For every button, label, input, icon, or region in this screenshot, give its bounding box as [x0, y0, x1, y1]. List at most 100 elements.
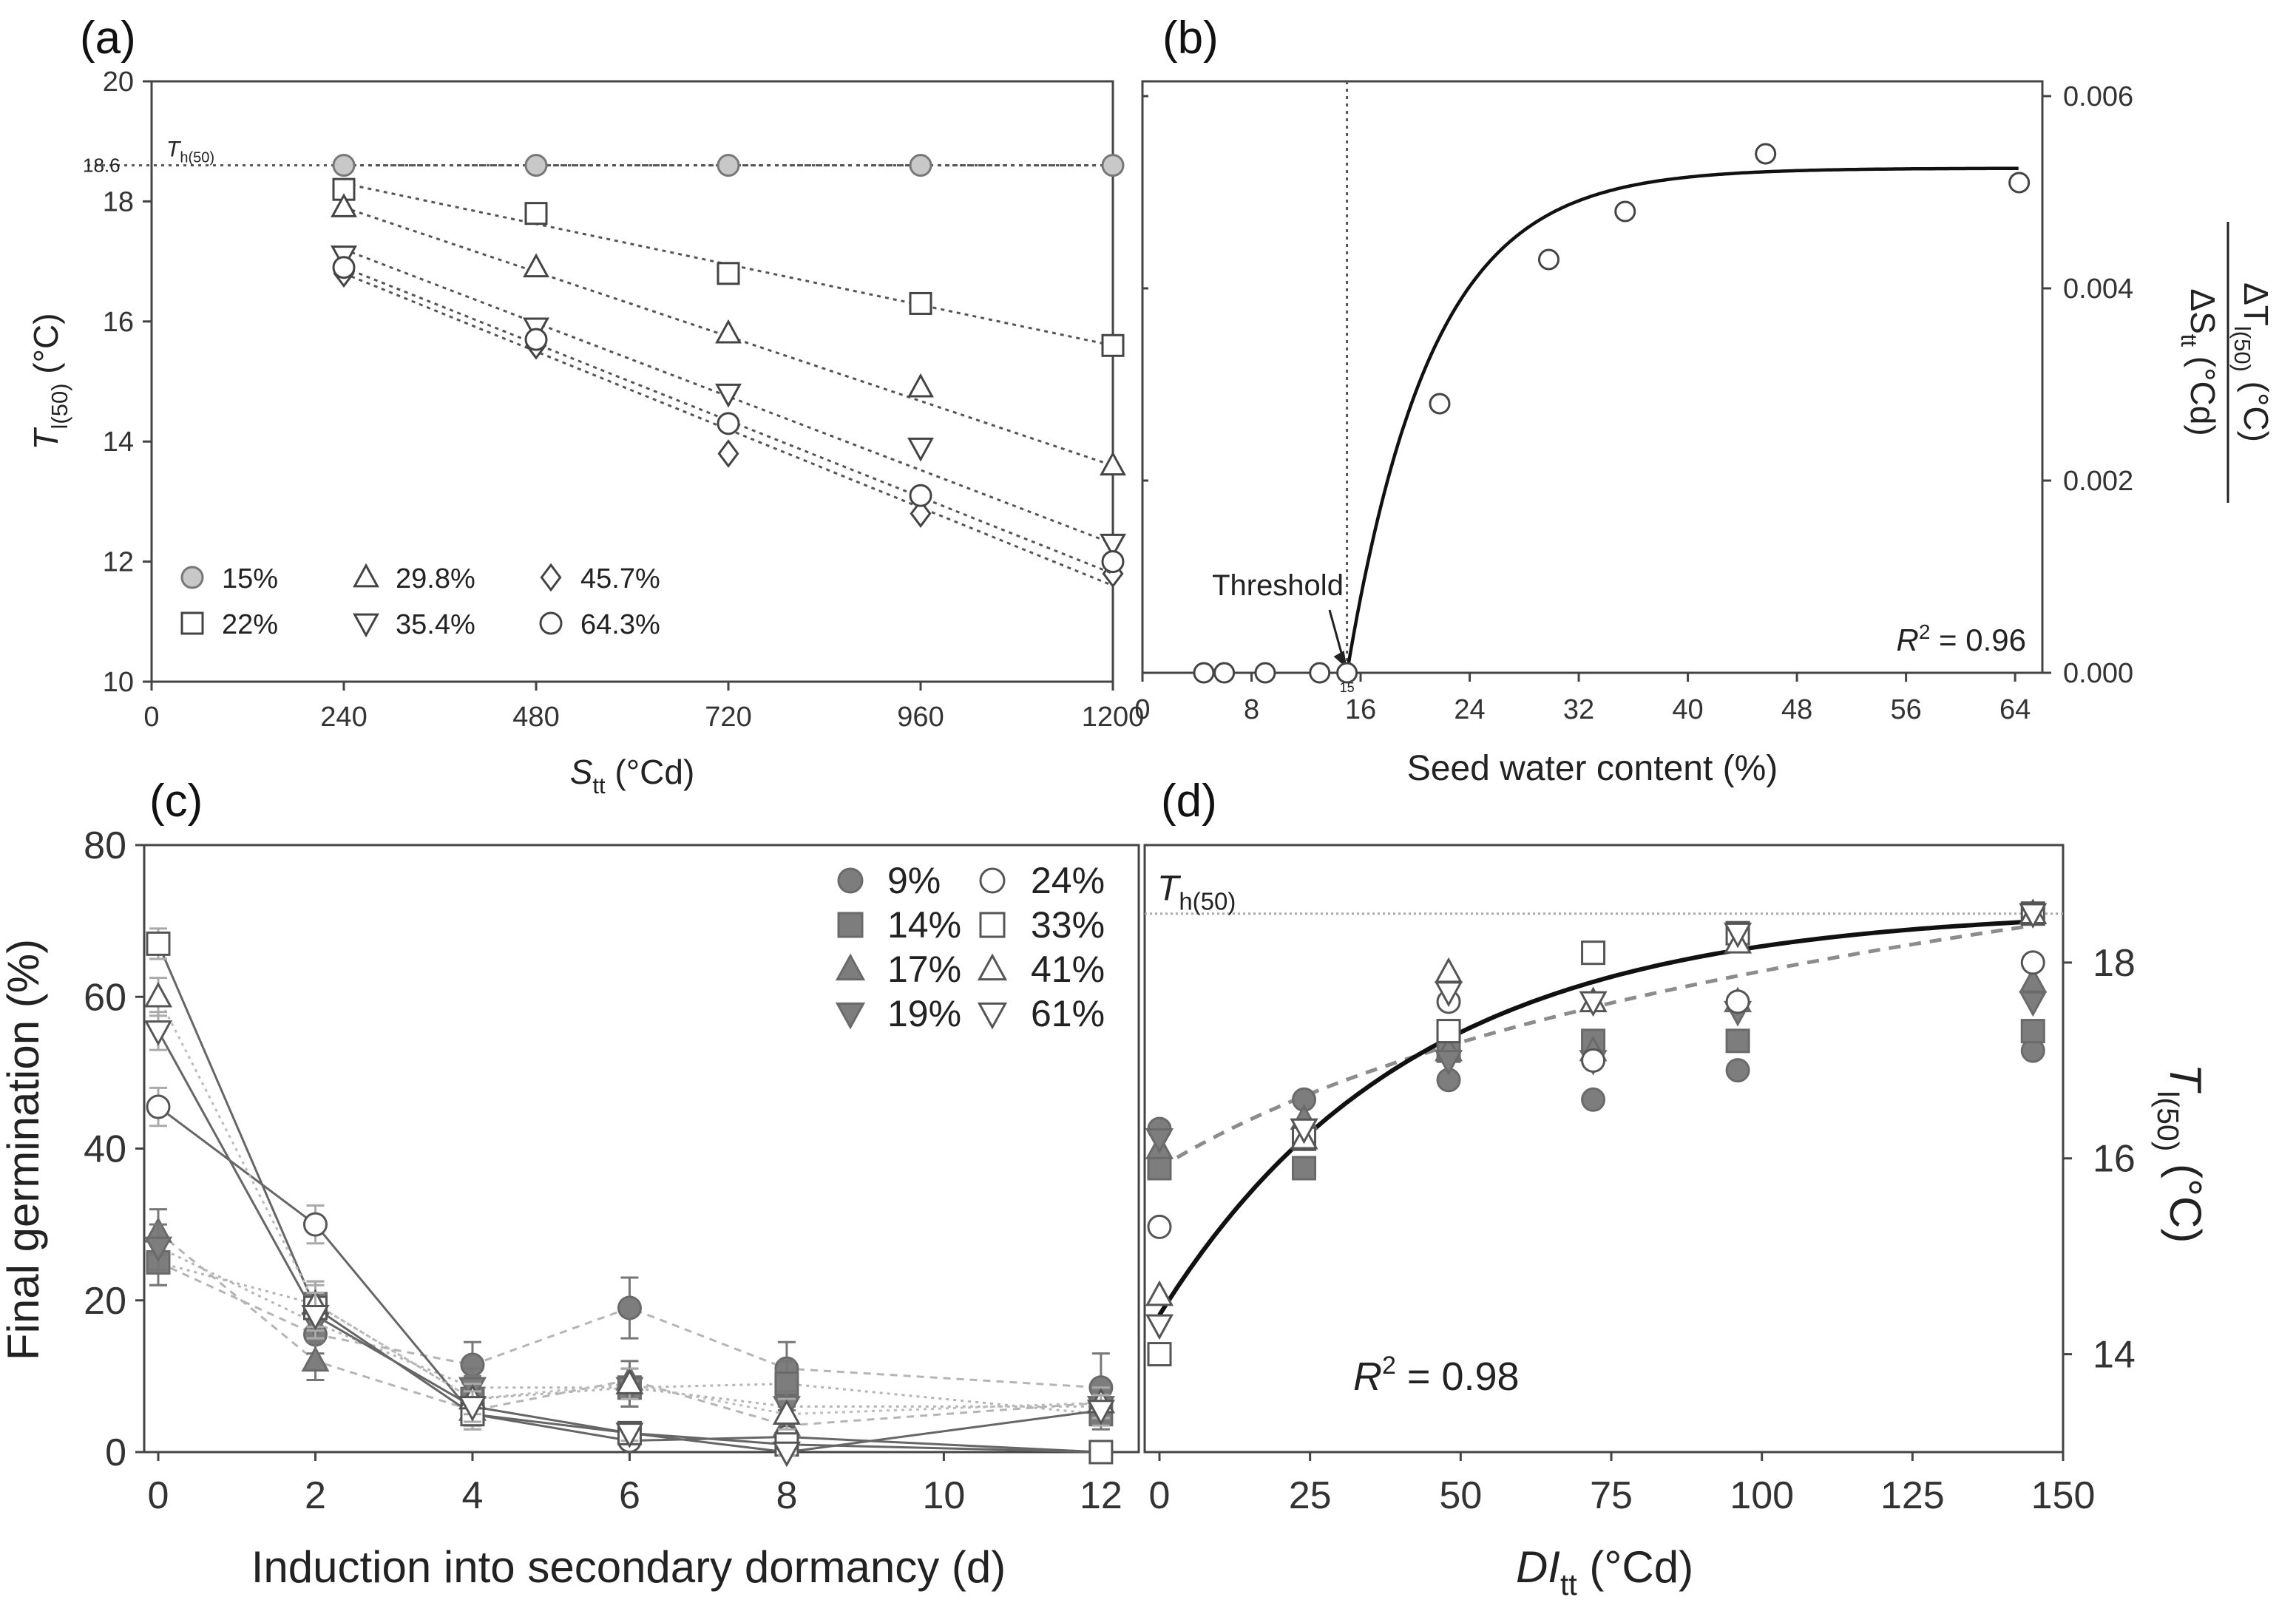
data-point: [615, 1423, 644, 1448]
data-point: [1755, 143, 1777, 165]
data-point: [1581, 1087, 1606, 1112]
data-point: [1147, 1156, 1172, 1181]
data-point: [907, 373, 934, 398]
x-tick-label: 150: [2031, 1474, 2096, 1517]
data-point: [1101, 333, 1125, 357]
data-point: [523, 253, 549, 278]
x-tick-label: 40: [1672, 694, 1703, 725]
data-point: [146, 931, 171, 956]
data-point: [1100, 451, 1126, 476]
x-tick-label: 0: [143, 702, 159, 733]
legend-marker: [353, 563, 379, 588]
data-point: [615, 1369, 644, 1394]
data-point: [146, 1094, 171, 1119]
y-label-denominator: ΔStt (°Cd): [2176, 288, 2222, 435]
data-point: [1581, 940, 1606, 966]
data-point: [1725, 1058, 1750, 1083]
x-tick-label: 100: [1730, 1474, 1794, 1517]
panel-label: (b): [1162, 13, 1219, 64]
x-tick-label: 125: [1880, 1474, 1945, 1517]
reference-tick-label: 18.6: [83, 155, 121, 177]
data-point: [1145, 1128, 1174, 1154]
data-point: [907, 437, 934, 462]
x-tick-label: 0: [1134, 694, 1150, 725]
data-point: [2020, 950, 2045, 975]
legend-marker: [180, 566, 204, 589]
series-61%: [143, 1011, 1115, 1468]
series-15%: [332, 154, 1125, 177]
data-point: [1537, 248, 1560, 271]
y-tick-label: 12: [103, 547, 134, 578]
data-point: [909, 484, 932, 507]
y-tick-label: 0: [105, 1431, 126, 1474]
data-point: [2019, 991, 2048, 1017]
fit-line: [343, 248, 1114, 545]
data-point: [2019, 903, 2048, 929]
data-point: [1254, 662, 1276, 684]
x-tick-label: 0: [1149, 1474, 1171, 1517]
x-tick-label: 960: [897, 702, 944, 733]
data-point: [1725, 989, 1750, 1014]
data-point: [143, 1020, 173, 1046]
x-axis-label: Induction into secondary dormancy (d): [251, 1542, 1006, 1592]
y-axis-label: Tl(50) (°C): [27, 313, 72, 450]
legend-marker: [977, 953, 1008, 981]
data-point: [772, 1399, 801, 1425]
data-point: [1292, 1156, 1317, 1181]
legend-label: 64.3%: [580, 609, 660, 640]
x-tick-label: 720: [705, 702, 751, 733]
data-point: [332, 154, 356, 177]
y-tick-label: 80: [84, 824, 126, 867]
data-point: [1101, 550, 1125, 574]
legend-label: 41%: [1031, 949, 1105, 990]
data-point: [717, 262, 740, 285]
data-point: [1213, 662, 1236, 684]
data-point: [909, 154, 932, 177]
x-tick-label: 0: [148, 1474, 169, 1517]
x-tick-label: 6: [619, 1474, 640, 1517]
series-29.8%: [331, 193, 1126, 476]
data-point: [1100, 533, 1126, 558]
data-point: [1579, 991, 1608, 1017]
legend-marker: [837, 867, 864, 894]
x-axis-label: Seed water content (%): [1407, 749, 1778, 788]
series-64.3%: [332, 256, 1125, 575]
data-point: [1145, 1280, 1174, 1306]
data-point: [772, 1441, 801, 1468]
legend-label: 61%: [1031, 993, 1105, 1034]
data-point: [1147, 1342, 1172, 1367]
fit-curve: [1345, 166, 2019, 675]
legend-label: 33%: [1031, 904, 1105, 946]
series-61%: [1145, 903, 2048, 1340]
legend-label: 9%: [887, 860, 941, 901]
x-tick-label: 8: [1244, 694, 1259, 725]
legend-marker: [837, 912, 864, 938]
series-line-41%: [157, 996, 1101, 1416]
data-point: [1581, 1048, 1606, 1073]
data-point: [1088, 1440, 1114, 1465]
x-tick-label: 48: [1781, 694, 1812, 725]
data-point: [715, 383, 742, 408]
legend-marker: [540, 563, 562, 592]
series-35.4%: [331, 245, 1126, 558]
legend-label: 17%: [887, 949, 961, 990]
data-point: [302, 1212, 328, 1237]
r-squared: R2 = 0.98: [1353, 1352, 1520, 1399]
data-point: [143, 981, 173, 1008]
data-point: [1435, 981, 1463, 1007]
data-point: [1336, 662, 1358, 684]
y-tick-label: 0.004: [2063, 274, 2133, 305]
legend-marker: [979, 867, 1006, 894]
legend-label: 15%: [222, 563, 278, 594]
r-squared: R2 = 0.96: [1896, 620, 2026, 657]
x-tick-label: 240: [320, 702, 367, 733]
legend-marker: [979, 912, 1006, 938]
data-point: [909, 291, 932, 315]
plot-frame-a: [150, 80, 1114, 683]
legend-marker: [353, 613, 379, 638]
x-axis-label: Stt (°Cd): [570, 753, 695, 798]
data-point: [2008, 172, 2031, 194]
data-point: [1101, 154, 1125, 177]
